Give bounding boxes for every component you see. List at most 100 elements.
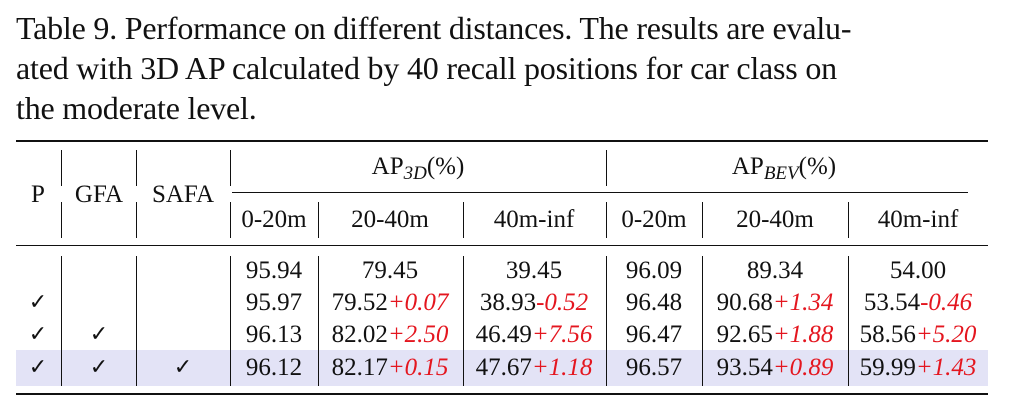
col-sep bbox=[136, 256, 138, 386]
col-sep bbox=[61, 256, 63, 386]
check-mark: ✓ bbox=[173, 355, 193, 380]
cell-delta: +1.88 bbox=[772, 321, 834, 348]
top-rule bbox=[16, 140, 988, 143]
ap3d-sub: 3D bbox=[403, 163, 427, 184]
table-cell: 47.67+1.18 bbox=[476, 353, 593, 383]
cell-delta: +0.07 bbox=[387, 289, 449, 316]
apbev-base: AP bbox=[731, 153, 764, 180]
col-sep bbox=[463, 202, 465, 238]
col-sep bbox=[463, 256, 465, 386]
cell-value: 53.54 bbox=[863, 289, 921, 316]
table-cell: 58.56+5.20 bbox=[860, 320, 977, 350]
cell-delta: -0.46 bbox=[920, 289, 973, 316]
table-cell: 82.17+0.15 bbox=[332, 353, 449, 383]
table-cell: 79.52+0.07 bbox=[332, 288, 449, 318]
check-mark: ✓ bbox=[89, 355, 109, 380]
col-sep bbox=[61, 150, 63, 186]
caption-line-1: Table 9. Performance on different distan… bbox=[16, 10, 852, 46]
table-cell: 46.49+7.56 bbox=[476, 320, 593, 350]
col-sep bbox=[848, 202, 850, 238]
cell-delta: +5.20 bbox=[915, 321, 977, 348]
cell-delta: +1.43 bbox=[915, 354, 977, 381]
table-cell: 89.34 bbox=[747, 256, 803, 286]
cell-value: 79.45 bbox=[361, 257, 419, 284]
cell-value: 82.17 bbox=[331, 354, 388, 381]
col-sep bbox=[606, 150, 608, 186]
header-range: 0-20m bbox=[621, 206, 687, 233]
table-cell: 96.48 bbox=[626, 288, 682, 318]
table-cell: 38.93-0.52 bbox=[480, 288, 588, 318]
table-cell: 95.94 bbox=[246, 256, 302, 286]
bottom-rule bbox=[16, 393, 988, 396]
cell-delta: +0.15 bbox=[387, 354, 449, 381]
col-sep bbox=[61, 202, 63, 238]
col-sep bbox=[702, 256, 704, 386]
header-bottom-rule bbox=[16, 245, 988, 247]
cell-value: 96.57 bbox=[625, 354, 683, 381]
table-cell: 96.47 bbox=[626, 320, 682, 350]
header-range: 40m-inf bbox=[877, 206, 959, 233]
table-cell: 82.02+2.50 bbox=[332, 320, 449, 350]
header-gfa: GFA bbox=[74, 181, 124, 208]
cell-delta: -0.52 bbox=[536, 289, 589, 316]
header-range: 0-20m bbox=[241, 206, 307, 233]
header-range: 20-40m bbox=[736, 206, 814, 233]
cell-value: 58.56 bbox=[859, 321, 916, 348]
table-cell: 95.97 bbox=[246, 288, 302, 318]
table-cell: 90.68+1.34 bbox=[717, 288, 834, 318]
group-header-rule bbox=[232, 192, 968, 194]
cell-value: 95.94 bbox=[245, 257, 303, 284]
col-sep bbox=[136, 150, 138, 186]
ap3d-base: AP bbox=[371, 153, 404, 180]
table-cell: 96.57 bbox=[626, 353, 682, 383]
check-mark: ✓ bbox=[28, 322, 48, 347]
cell-value: 39.45 bbox=[505, 257, 563, 284]
header-range: 40m-inf bbox=[493, 206, 575, 233]
table-cell: 59.99+1.43 bbox=[860, 353, 977, 383]
cell-delta: +1.18 bbox=[531, 354, 593, 381]
cell-delta: +7.56 bbox=[531, 321, 593, 348]
table-caption: Table 9. Performance on different distan… bbox=[16, 8, 996, 128]
col-sep bbox=[230, 256, 232, 386]
cell-delta: +2.50 bbox=[387, 321, 449, 348]
cell-value: 92.65 bbox=[716, 321, 773, 348]
table-cell: 93.54+0.89 bbox=[717, 353, 834, 383]
header-safa: SAFA bbox=[151, 181, 215, 208]
table-cell: 79.45 bbox=[362, 256, 418, 286]
col-sep bbox=[230, 150, 232, 186]
table-cell: 39.45 bbox=[506, 256, 562, 286]
cell-value: 89.34 bbox=[746, 257, 804, 284]
col-sep bbox=[318, 256, 320, 386]
apbev-unit: (%) bbox=[798, 153, 837, 180]
cell-value: 47.67 bbox=[475, 354, 532, 381]
table-cell: 92.65+1.88 bbox=[717, 320, 834, 350]
table-cell: 96.09 bbox=[626, 256, 682, 286]
col-sep bbox=[606, 256, 608, 386]
cell-value: 59.99 bbox=[859, 354, 916, 381]
table-cell: 96.12 bbox=[246, 353, 302, 383]
check-mark: ✓ bbox=[89, 322, 109, 347]
table-cell: 96.13 bbox=[246, 320, 302, 350]
cell-delta: +1.34 bbox=[772, 289, 834, 316]
cell-value: 82.02 bbox=[331, 321, 388, 348]
col-sep bbox=[230, 202, 232, 238]
table-cell: 54.00 bbox=[890, 256, 946, 286]
col-sep bbox=[702, 202, 704, 238]
table-cell: 53.54-0.46 bbox=[864, 288, 972, 318]
caption-line-3: the moderate level. bbox=[16, 90, 257, 126]
cell-value: 96.13 bbox=[245, 321, 303, 348]
highlighted-row-background bbox=[16, 350, 988, 386]
cell-value: 96.09 bbox=[625, 257, 683, 284]
cell-value: 90.68 bbox=[716, 289, 773, 316]
ap3d-unit: (%) bbox=[426, 153, 465, 180]
col-sep bbox=[606, 202, 608, 238]
caption-line-2: ated with 3D AP calculated by 40 recall … bbox=[16, 50, 837, 86]
cell-value: 95.97 bbox=[245, 289, 303, 316]
cell-value: 96.47 bbox=[625, 321, 683, 348]
cell-value: 54.00 bbox=[889, 257, 947, 284]
cell-value: 96.48 bbox=[625, 289, 683, 316]
header-range: 20-40m bbox=[351, 206, 429, 233]
col-sep bbox=[848, 256, 850, 386]
check-mark: ✓ bbox=[28, 290, 48, 315]
cell-value: 93.54 bbox=[716, 354, 773, 381]
